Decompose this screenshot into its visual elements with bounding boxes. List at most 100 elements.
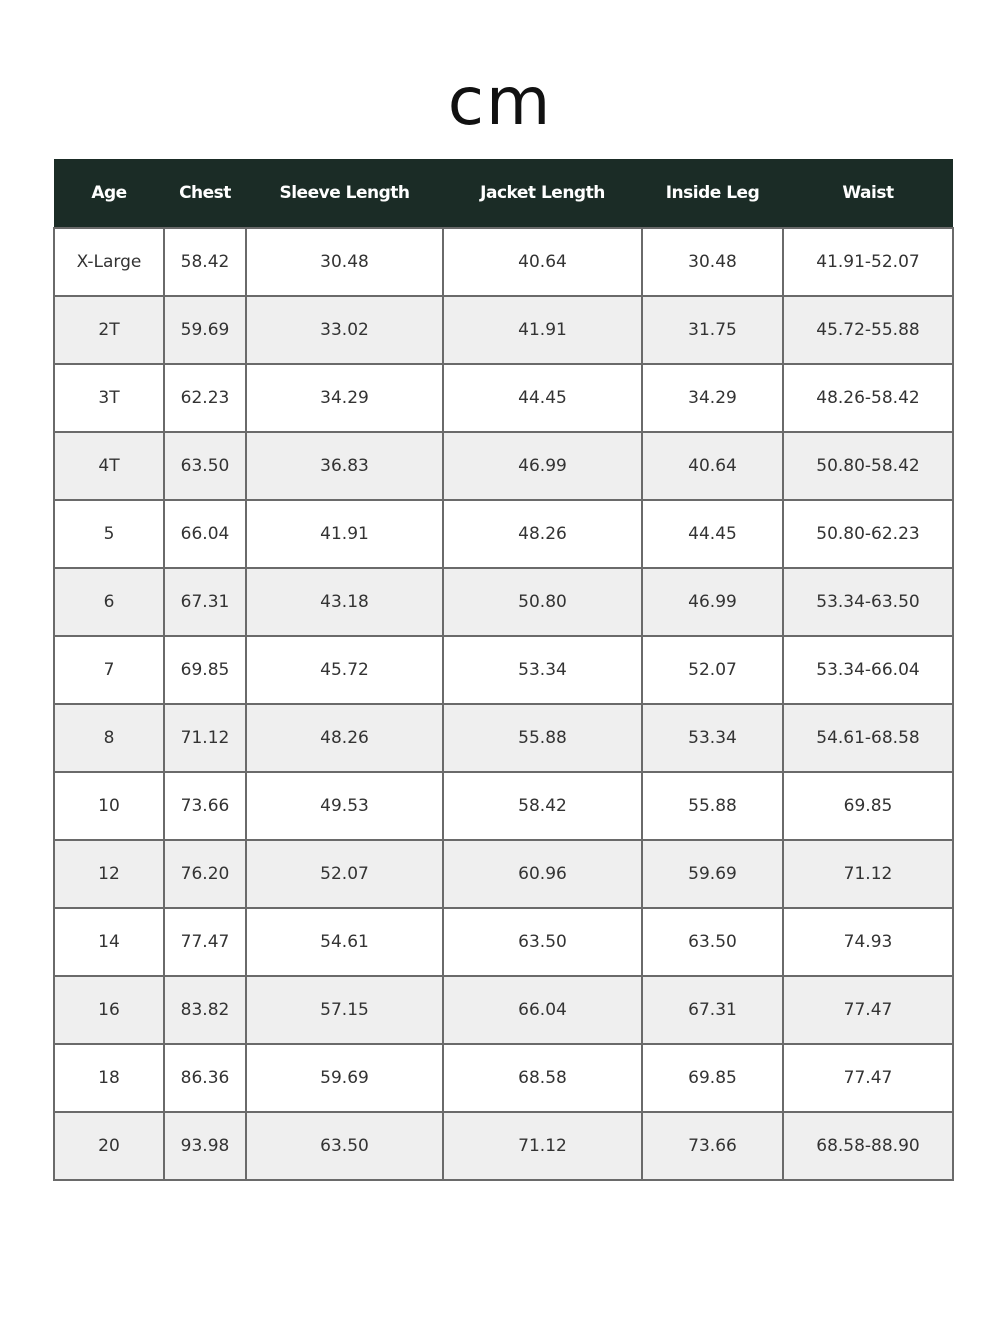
- table-row: 14 77.47 54.61 63.50 63.50 74.93: [53, 907, 954, 977]
- table-cell: 33.02: [245, 295, 444, 365]
- table-cell: 63.50: [245, 1111, 444, 1181]
- table-cell: 54.61: [245, 907, 444, 977]
- table-cell: 69.85: [163, 635, 247, 705]
- table-cell: 36.83: [245, 431, 444, 501]
- table-cell: 44.45: [641, 499, 784, 569]
- table-cell: 40.64: [641, 431, 784, 501]
- table-cell: 66.04: [442, 975, 643, 1045]
- table-row: 10 73.66 49.53 58.42 55.88 69.85: [53, 771, 954, 841]
- table-cell: 52.07: [641, 635, 784, 705]
- column-header-waist: Waist: [783, 159, 953, 228]
- table-cell: 46.99: [442, 431, 643, 501]
- table-row: 18 86.36 59.69 68.58 69.85 77.47: [53, 1043, 954, 1113]
- table-cell: 71.12: [442, 1111, 643, 1181]
- table-row: 8 71.12 48.26 55.88 53.34 54.61-68.58: [53, 703, 954, 773]
- table-cell: 48.26-58.42: [782, 363, 954, 433]
- table-cell: X-Large: [53, 227, 165, 297]
- table-cell: 68.58: [442, 1043, 643, 1113]
- column-header-age: Age: [54, 159, 164, 228]
- table-cell: 83.82: [163, 975, 247, 1045]
- table-cell: 73.66: [641, 1111, 784, 1181]
- table-cell: 52.07: [245, 839, 444, 909]
- table-cell: 77.47: [163, 907, 247, 977]
- table-cell: 71.12: [163, 703, 247, 773]
- column-header-sleeve-length: Sleeve Length: [246, 159, 443, 228]
- table-cell: 55.88: [641, 771, 784, 841]
- table-cell: 34.29: [245, 363, 444, 433]
- table-cell: 10: [53, 771, 165, 841]
- table-row: 4T 63.50 36.83 46.99 40.64 50.80-58.42: [53, 431, 954, 501]
- table-cell: 69.85: [641, 1043, 784, 1113]
- table-cell: 60.96: [442, 839, 643, 909]
- table-cell: 53.34-66.04: [782, 635, 954, 705]
- table-cell: 46.99: [641, 567, 784, 637]
- column-header-chest: Chest: [164, 159, 246, 228]
- table-cell: 3T: [53, 363, 165, 433]
- table-cell: 34.29: [641, 363, 784, 433]
- table-row: 16 83.82 57.15 66.04 67.31 77.47: [53, 975, 954, 1045]
- table-cell: 5: [53, 499, 165, 569]
- table-cell: 67.31: [163, 567, 247, 637]
- table-cell: 77.47: [782, 975, 954, 1045]
- table-cell: 69.85: [782, 771, 954, 841]
- table-cell: 62.23: [163, 363, 247, 433]
- table-cell: 48.26: [442, 499, 643, 569]
- table-cell: 63.50: [163, 431, 247, 501]
- table-cell: 49.53: [245, 771, 444, 841]
- table-cell: 53.34: [442, 635, 643, 705]
- table-cell: 57.15: [245, 975, 444, 1045]
- table-cell: 67.31: [641, 975, 784, 1045]
- table-cell: 20: [53, 1111, 165, 1181]
- table-cell: 31.75: [641, 295, 784, 365]
- page-title: cm: [447, 63, 553, 140]
- table-cell: 77.47: [782, 1043, 954, 1113]
- table-cell: 86.36: [163, 1043, 247, 1113]
- table-cell: 44.45: [442, 363, 643, 433]
- table-cell: 7: [53, 635, 165, 705]
- table-cell: 59.69: [641, 839, 784, 909]
- table-cell: 45.72-55.88: [782, 295, 954, 365]
- table-cell: 66.04: [163, 499, 247, 569]
- table-cell: 16: [53, 975, 165, 1045]
- size-chart-table: Age Chest Sleeve Length Jacket Length Inside…: [53, 159, 954, 1181]
- table-cell: 71.12: [782, 839, 954, 909]
- table-row: 6 67.31 43.18 50.80 46.99 53.34-63.50: [53, 567, 954, 637]
- table-cell: 59.69: [163, 295, 247, 365]
- table-cell: 41.91: [442, 295, 643, 365]
- table-header-row: Age Chest Sleeve Length Jacket Length Inside…: [54, 159, 953, 228]
- table-cell: 58.42: [163, 227, 247, 297]
- table-cell: 74.93: [782, 907, 954, 977]
- table-cell: 73.66: [163, 771, 247, 841]
- column-header-inside-leg: Inside Leg: [642, 159, 783, 228]
- table-cell: 54.61-68.58: [782, 703, 954, 773]
- table-cell: 76.20: [163, 839, 247, 909]
- column-header-jacket-length: Jacket Length: [443, 159, 642, 228]
- table-cell: 53.34: [641, 703, 784, 773]
- table-cell: 43.18: [245, 567, 444, 637]
- table-cell: 14: [53, 907, 165, 977]
- table-cell: 59.69: [245, 1043, 444, 1113]
- table-cell: 63.50: [641, 907, 784, 977]
- table-cell: 40.64: [442, 227, 643, 297]
- table-cell: 12: [53, 839, 165, 909]
- table-row: X-Large 58.42 30.48 40.64 30.48 41.91-52.07: [53, 227, 954, 297]
- table-cell: 30.48: [641, 227, 784, 297]
- table-cell: 53.34-63.50: [782, 567, 954, 637]
- table-cell: 41.91-52.07: [782, 227, 954, 297]
- table-cell: 8: [53, 703, 165, 773]
- table-row: 20 93.98 63.50 71.12 73.66 68.58-88.90: [53, 1111, 954, 1181]
- table-cell: 68.58-88.90: [782, 1111, 954, 1181]
- table-row: 7 69.85 45.72 53.34 52.07 53.34-66.04: [53, 635, 954, 705]
- table-cell: 55.88: [442, 703, 643, 773]
- table-cell: 50.80-62.23: [782, 499, 954, 569]
- table-cell: 93.98: [163, 1111, 247, 1181]
- table-cell: 58.42: [442, 771, 643, 841]
- table-cell: 48.26: [245, 703, 444, 773]
- table-cell: 41.91: [245, 499, 444, 569]
- table-row: 2T 59.69 33.02 41.91 31.75 45.72-55.88: [53, 295, 954, 365]
- table-cell: 63.50: [442, 907, 643, 977]
- table-row: 5 66.04 41.91 48.26 44.45 50.80-62.23: [53, 499, 954, 569]
- table-cell: 45.72: [245, 635, 444, 705]
- table-cell: 50.80: [442, 567, 643, 637]
- table-row: 12 76.20 52.07 60.96 59.69 71.12: [53, 839, 954, 909]
